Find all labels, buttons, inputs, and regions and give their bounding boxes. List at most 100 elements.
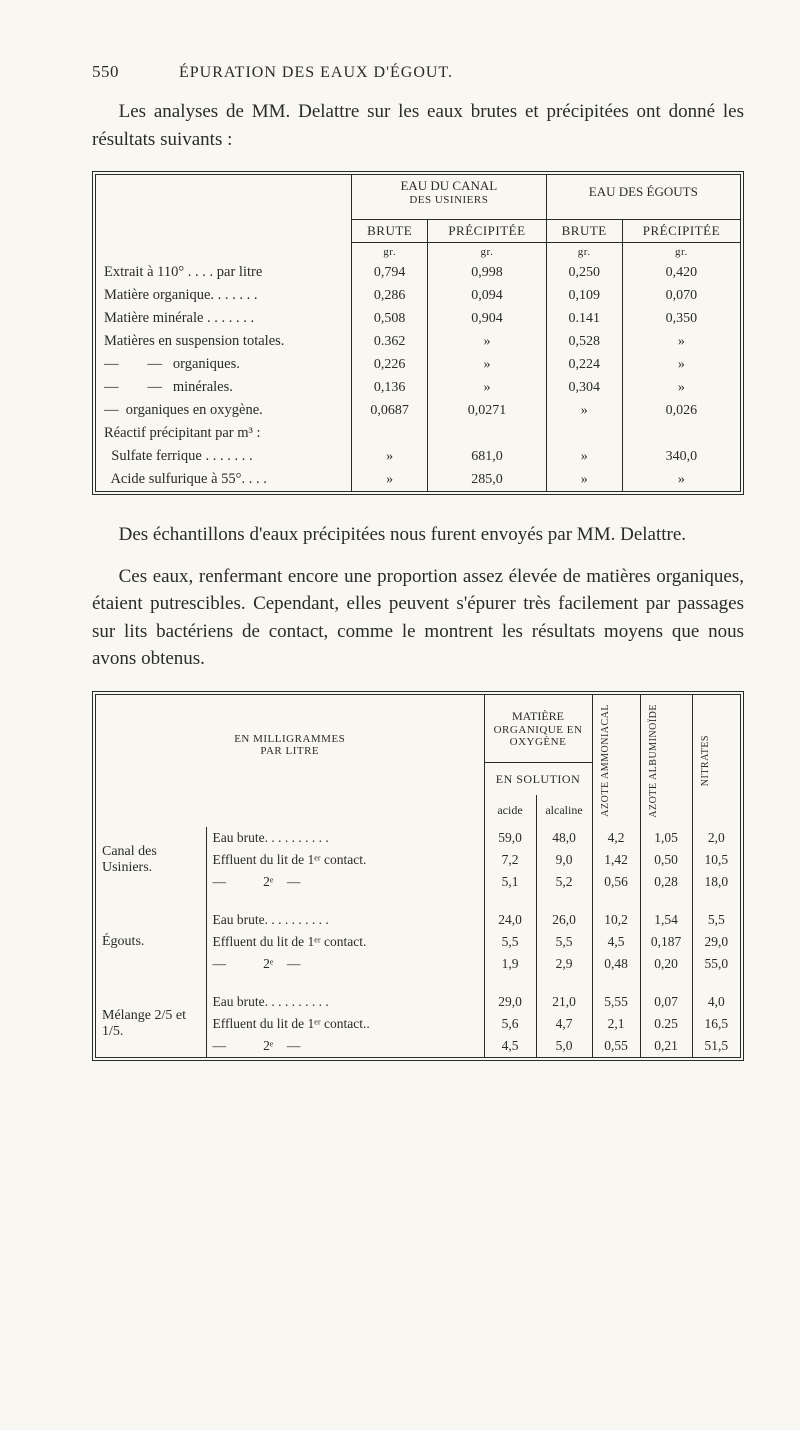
t2-val-a: 24,0 (484, 909, 536, 931)
t1-val-c: 0,250 (546, 261, 622, 284)
table-row: Matière organique. . . . . . .0,2860,094… (96, 284, 740, 307)
paragraph-1: Les analyses de MM. Delattre sur les eau… (92, 98, 744, 153)
t1-label: Matière organique. . . . . . . (96, 284, 352, 307)
t1-label: — — organiques. (96, 353, 352, 376)
t1-val-a (352, 422, 428, 445)
t1-val-c: 0,224 (546, 353, 622, 376)
table-row: — organiques en oxygène.0,06870,0271»0,0… (96, 399, 740, 422)
t2-val-a: 4,5 (484, 1035, 536, 1057)
table-row: Extrait à 110° . . . . par litre0,7940,9… (96, 261, 740, 284)
t2-val-b: 9,0 (536, 849, 592, 871)
t2-val-b: 5,5 (536, 931, 592, 953)
t1-val-b: 0,998 (428, 261, 546, 284)
t1-val-c: 0.141 (546, 307, 622, 330)
t1-val-a: 0,508 (352, 307, 428, 330)
t1-val-b: 285,0 (428, 468, 546, 491)
t2-val-c: 2,1 (592, 1013, 640, 1035)
t2-h-alcaline: alcaline (536, 795, 592, 826)
page: 550 ÉPURATION DES EAUX D'ÉGOUT. Les anal… (0, 0, 800, 1430)
t1-val-d: 0,420 (622, 261, 740, 284)
t2-val-c: 0,48 (592, 953, 640, 975)
table-milligrammes: EN MILLIGRAMMES PAR LITRE MATIÈRE ORGANI… (92, 691, 744, 1061)
t2-label: — 2ᵉ — (206, 871, 484, 893)
page-header: 550 ÉPURATION DES EAUX D'ÉGOUT. (92, 62, 744, 82)
t1-val-d: 0,070 (622, 284, 740, 307)
t1-group1-sub: DES USINIERS (358, 194, 540, 206)
t1-label: Acide sulfurique à 55°. . . . (96, 468, 352, 491)
t2-label: Effluent du lit de 1ᵉʳ contact. (206, 849, 484, 871)
table-row: — — minérales.0,136»0,304» (96, 376, 740, 399)
t1-group2-title: EAU DES ÉGOUTS (553, 184, 734, 200)
t1-h-brute2: BRUTE (546, 220, 622, 243)
t2-label: — 2ᵉ — (206, 953, 484, 975)
t1-group1-title: EAU DU CANAL (358, 178, 540, 194)
paragraph-2: Des échantillons d'eaux précipitées nous… (92, 521, 744, 549)
t2-matiere-sub2: OXYGÈNE (490, 736, 587, 748)
page-number: 550 (92, 62, 119, 82)
t1-val-b: » (428, 330, 546, 353)
t2-val-b: 48,0 (536, 827, 592, 849)
t2-group-name: Égouts. (96, 909, 206, 975)
t2-label: Eau brute. . . . . . . . . . (206, 991, 484, 1013)
t1-val-d: » (622, 468, 740, 491)
table-row: Mélange 2/5 et 1/5.Eau brute. . . . . . … (96, 991, 740, 1013)
t1-label: — — minérales. (96, 376, 352, 399)
t1-h-precip1: PRÉCIPITÉE (428, 220, 546, 243)
table-row: Matière minérale . . . . . . .0,5080,904… (96, 307, 740, 330)
table-row: Acide sulfurique à 55°. . . .»285,0»» (96, 468, 740, 491)
t1-val-d: » (622, 376, 740, 399)
t1-label: Matières en suspension totales. (96, 330, 352, 353)
running-title: ÉPURATION DES EAUX D'ÉGOUT. (179, 64, 453, 82)
table-row: Égouts.Eau brute. . . . . . . . . .24,02… (96, 909, 740, 931)
t1-val-b: 681,0 (428, 445, 546, 468)
t1-val-c: » (546, 468, 622, 491)
t2-val-e: 16,5 (692, 1013, 740, 1035)
t1-label: — organiques en oxygène. (96, 399, 352, 422)
t1-val-c: 0,304 (546, 376, 622, 399)
t2-val-c: 0,55 (592, 1035, 640, 1057)
t2-label: Effluent du lit de 1ᵉʳ contact. (206, 931, 484, 953)
t2-val-a: 29,0 (484, 991, 536, 1013)
t1-val-a: 0,794 (352, 261, 428, 284)
t2-val-e: 2,0 (692, 827, 740, 849)
t2-val-d: 0,28 (640, 871, 692, 893)
t2-val-c: 1,42 (592, 849, 640, 871)
t1-val-d: » (622, 353, 740, 376)
t1-label: Extrait à 110° . . . . par litre (96, 261, 352, 284)
t1-val-c: » (546, 445, 622, 468)
t2-matiere-sub1: ORGANIQUE EN (490, 724, 587, 736)
t1-val-c: » (546, 399, 622, 422)
t1-val-b: 0,094 (428, 284, 546, 307)
paragraph-3: Ces eaux, renfermant encore une proporti… (92, 563, 744, 673)
t1-val-a: » (352, 445, 428, 468)
t1-val-c: 0,528 (546, 330, 622, 353)
t2-val-b: 26,0 (536, 909, 592, 931)
t2-col-album: AZOTE ALBUMINOÏDE (646, 698, 662, 824)
t2-val-d: 0,20 (640, 953, 692, 975)
t2-val-a: 5,1 (484, 871, 536, 893)
t1-val-d: » (622, 330, 740, 353)
t2-val-e: 55,0 (692, 953, 740, 975)
t1-val-d: 0,350 (622, 307, 740, 330)
t2-label-sub: PAR LITRE (101, 745, 479, 757)
t2-en-solution: EN SOLUTION (484, 763, 592, 795)
t2-val-d: 0.25 (640, 1013, 692, 1035)
t2-matiere: MATIÈRE (490, 709, 587, 724)
group-spacer (96, 975, 740, 991)
t1-val-b: » (428, 353, 546, 376)
t2-val-a: 59,0 (484, 827, 536, 849)
t2-val-b: 21,0 (536, 991, 592, 1013)
t2-label-title: EN MILLIGRAMMES (101, 733, 479, 745)
t2-val-c: 4,5 (592, 931, 640, 953)
t1-val-d (622, 422, 740, 445)
t1-label: Matière minérale . . . . . . . (96, 307, 352, 330)
t2-label: Eau brute. . . . . . . . . . (206, 909, 484, 931)
t2-val-c: 4,2 (592, 827, 640, 849)
t2-val-e: 51,5 (692, 1035, 740, 1057)
t1-val-a: 0,286 (352, 284, 428, 307)
t2-label: Eau brute. . . . . . . . . . (206, 827, 484, 849)
table-row: Matières en suspension totales.0.362»0,5… (96, 330, 740, 353)
t2-label: — 2ᵉ — (206, 1035, 484, 1057)
group-spacer (96, 893, 740, 909)
t1-val-b: 0,904 (428, 307, 546, 330)
